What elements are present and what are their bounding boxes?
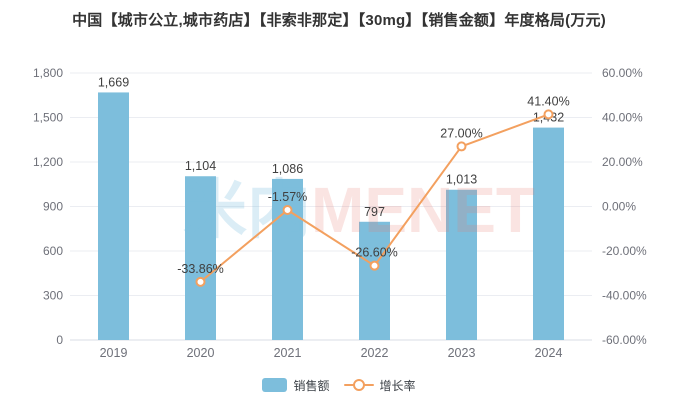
left-axis-tick-label: 600 <box>43 244 63 258</box>
right-axis-tick-label: -60.00% <box>602 333 647 347</box>
bar-value-label: 1,669 <box>98 75 129 89</box>
bar-swatch-icon <box>262 378 288 392</box>
left-axis-tick-label: 900 <box>43 200 63 214</box>
left-axis-tick-label: 1,200 <box>33 155 63 169</box>
line-marker-2023[interactable] <box>456 141 467 152</box>
line-value-label: 27.00% <box>440 126 482 140</box>
line-value-label: -1.57% <box>268 190 308 204</box>
line-marker-icon <box>343 378 374 392</box>
left-axis-tick-label: 0 <box>56 333 63 347</box>
x-axis-label: 2020 <box>187 346 215 360</box>
legend-item-growth[interactable]: 增长率 <box>343 377 416 394</box>
line-value-label: -33.86% <box>177 262 224 276</box>
x-axis-label: 2024 <box>535 346 563 360</box>
legend-item-sales[interactable]: 销售额 <box>262 377 330 394</box>
chart-title: 中国【城市公立,城市药店】【非索非那定】【30mg】【销售金额】年度格局(万元) <box>72 12 606 29</box>
line-value-label: 41.40% <box>527 94 569 108</box>
left-axis-tick-label: 300 <box>43 289 63 303</box>
legend-label-sales: 销售额 <box>293 378 330 393</box>
left-axis-tick-label: 1,800 <box>33 66 63 80</box>
bar-value-label: 1,086 <box>272 162 303 176</box>
left-axis-tick-label: 1,500 <box>33 111 63 125</box>
legend-label-growth: 增长率 <box>379 378 416 393</box>
line-marker-2022[interactable] <box>369 260 380 271</box>
x-axis-label: 2022 <box>361 346 389 360</box>
x-axis-label: 2019 <box>100 346 128 360</box>
bar-2020[interactable] <box>185 176 216 340</box>
bar-2019[interactable] <box>98 92 129 340</box>
right-axis-tick-label: -40.00% <box>602 289 647 303</box>
legend: 销售额 增长率 <box>0 376 678 394</box>
right-axis-tick-label: -20.00% <box>602 244 647 258</box>
bar-value-label: 797 <box>364 205 385 219</box>
line-marker-2021[interactable] <box>282 204 293 215</box>
bar-value-label: 1,104 <box>185 159 216 173</box>
bar-value-label: 1,013 <box>446 173 477 187</box>
right-axis-tick-label: 0.00% <box>602 200 636 214</box>
x-axis-label: 2023 <box>448 346 476 360</box>
watermark-text: MENET <box>311 174 535 246</box>
x-axis-label: 2021 <box>274 346 302 360</box>
bar-2024[interactable] <box>533 127 564 340</box>
line-marker-2020[interactable] <box>195 276 206 287</box>
right-axis-tick-label: 20.00% <box>602 155 643 169</box>
right-axis-tick-label: 60.00% <box>602 66 643 80</box>
bar-2023[interactable] <box>446 189 477 340</box>
line-marker-2024[interactable] <box>543 109 554 120</box>
bar-2022[interactable] <box>359 221 390 340</box>
line-value-label: -26.60% <box>351 246 398 260</box>
right-axis-tick-label: 40.00% <box>602 111 643 125</box>
